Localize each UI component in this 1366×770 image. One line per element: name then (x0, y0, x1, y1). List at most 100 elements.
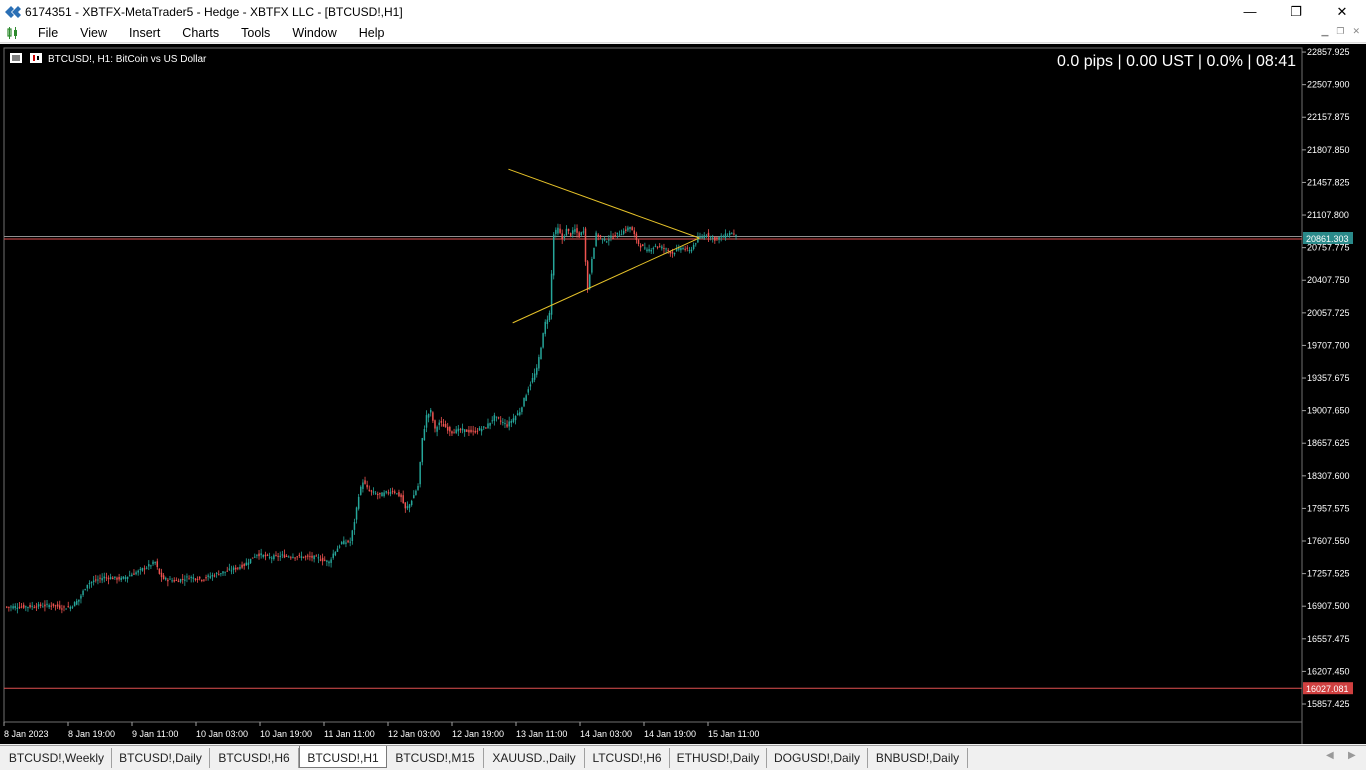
candle-body (461, 428, 464, 431)
candle-body (442, 424, 445, 427)
candle-body (580, 232, 583, 236)
candle-body (97, 579, 99, 581)
candle-body (510, 421, 513, 423)
candle-body (65, 608, 67, 610)
candle-body (99, 577, 101, 579)
candle-body (618, 234, 621, 236)
candle-body (105, 577, 108, 579)
candle-body (353, 522, 356, 530)
menu-charts[interactable]: Charts (182, 25, 220, 40)
y-tick-label: 15857.425 (1307, 699, 1350, 709)
menu-window[interactable]: Window (292, 25, 337, 40)
chart-window-icon[interactable] (7, 26, 19, 39)
candle-body (73, 602, 76, 607)
candle-body (661, 246, 663, 249)
candle-body (360, 486, 362, 495)
candle-body (42, 606, 44, 608)
x-tick-label: 11 Jan 11:00 (324, 729, 375, 739)
candle-body (298, 554, 301, 556)
maximize-button[interactable]: ❐ (1273, 0, 1319, 23)
candle-body (16, 607, 19, 609)
candle-body (432, 412, 434, 421)
menu-help[interactable]: Help (358, 25, 385, 40)
candle-body (315, 555, 318, 557)
tab-scroll-right-icon[interactable]: ▶ (1348, 750, 1356, 761)
minimize-button[interactable]: — (1227, 0, 1273, 23)
y-tick-label: 20757.775 (1307, 243, 1350, 253)
symmetrical-triangle[interactable] (508, 168, 700, 324)
tab-btcusd-m15[interactable]: BTCUSD!,M15 (387, 748, 484, 768)
candle-body (601, 238, 604, 240)
chart-window[interactable]: 22857.925 22507.900 22157.875 21807.850 2145… (0, 44, 1366, 744)
tab-bnbusd-daily[interactable]: BNBUSD!,Daily (868, 748, 968, 768)
candle-body (546, 319, 549, 325)
candle-body (251, 557, 254, 559)
menu-file[interactable]: File (38, 25, 59, 40)
tab-btcusd-weekly[interactable]: BTCUSD!,Weekly (2, 748, 112, 768)
mdi-minimize-icon[interactable]: ▁ (1321, 26, 1329, 36)
tab-dogusd-daily[interactable]: DOGUSD!,Daily (767, 748, 868, 768)
candle-body (135, 572, 137, 575)
tab-btcusd-h6[interactable]: BTCUSD!,H6 (210, 748, 299, 768)
x-tick-label: 14 Jan 19:00 (644, 729, 696, 739)
tab-btcusd-h1[interactable]: BTCUSD!,H1 (299, 746, 387, 768)
y-tick-label: 20407.750 (1307, 275, 1350, 285)
close-icon: ✕ (1336, 3, 1348, 19)
candle-body (682, 248, 684, 250)
candle-body (112, 577, 114, 580)
tab-scroll-left-icon[interactable]: ◀ (1326, 750, 1334, 761)
candle-body (241, 564, 243, 568)
candle-body (114, 576, 116, 578)
candle-body (525, 395, 527, 401)
candle-body (277, 555, 279, 557)
candle-body (290, 557, 292, 559)
mdi-controls: ▁ ❐ ✕ (1321, 26, 1360, 37)
y-tick-label: 19007.650 (1307, 406, 1350, 416)
price-chart[interactable]: 22857.925 22507.900 22157.875 21807.850 2145… (0, 44, 1366, 744)
candle-body (245, 562, 248, 566)
y-tick-label: 21807.850 (1307, 145, 1350, 155)
menu-tools[interactable]: Tools (241, 25, 271, 40)
tab-ethusd-daily[interactable]: ETHUSD!,Daily (670, 748, 767, 768)
tab-ltcusd-h6[interactable]: LTCUSD!,H6 (585, 748, 670, 768)
mdi-close-icon[interactable]: ✕ (1352, 26, 1360, 36)
menu-view[interactable]: View (80, 25, 108, 40)
candle-body (167, 579, 169, 582)
candle-body (550, 273, 553, 315)
candle-body (61, 608, 63, 610)
candle-body (313, 555, 315, 560)
y-tick-label: 22157.875 (1307, 112, 1350, 122)
candle-body (213, 575, 216, 577)
chart-type-icon[interactable] (30, 53, 42, 63)
candle-body (109, 577, 112, 579)
candle-body (243, 564, 245, 566)
candle-body (379, 492, 381, 495)
tab-btcusd-daily[interactable]: BTCUSD!,Daily (112, 748, 210, 768)
candle-body (495, 416, 498, 418)
y-tick-label: 17607.550 (1307, 536, 1350, 546)
candle-body (599, 235, 602, 238)
candle-body (302, 556, 305, 558)
close-button[interactable]: ✕ (1319, 0, 1365, 23)
candle-body (690, 249, 693, 252)
candle-body (697, 237, 699, 243)
candle-body (423, 428, 426, 441)
candle-body (563, 235, 566, 238)
mdi-restore-icon[interactable]: ❐ (1336, 26, 1345, 36)
tab-xauusd-daily[interactable]: XAUUSD.,Daily (484, 748, 585, 768)
candle-body (629, 226, 631, 230)
candle-body (207, 575, 209, 577)
candle-body (707, 232, 710, 237)
time-axis[interactable]: 8 Jan 2023 8 Jan 19:00 9 Jan 11:00 10 Jan 0… (3, 722, 759, 739)
candle-body (627, 227, 629, 231)
candle-body (156, 561, 159, 568)
candle-body (620, 234, 623, 236)
candle-body (169, 578, 171, 580)
candle-body (540, 347, 542, 360)
price-axis[interactable]: 22857.925 22507.900 22157.875 21807.850 2145… (1302, 47, 1350, 709)
symbol-header: BTCUSD!, H1: BitCoin vs US Dollar (10, 53, 207, 65)
candle-body (27, 606, 29, 608)
candle-body (516, 413, 519, 416)
menu-insert[interactable]: Insert (129, 25, 161, 40)
candle-body (639, 245, 642, 248)
